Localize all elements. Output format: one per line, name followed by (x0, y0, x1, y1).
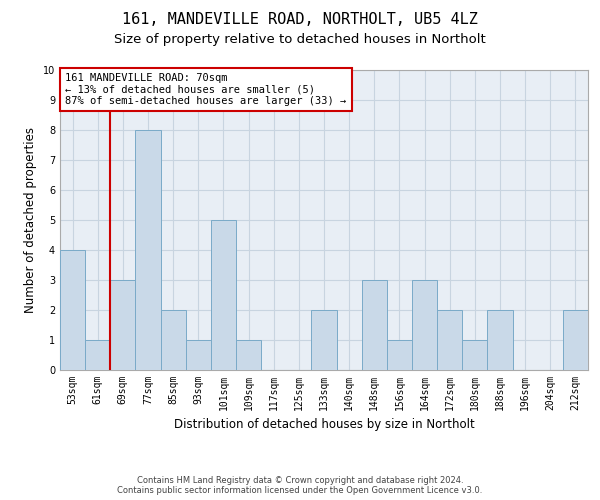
Bar (60, 250, 85, 370)
Bar (236, 340, 261, 370)
Bar (186, 340, 211, 370)
Bar (85, 340, 110, 370)
Text: Size of property relative to detached houses in Northolt: Size of property relative to detached ho… (114, 32, 486, 46)
Bar (462, 340, 487, 370)
Bar (563, 310, 588, 370)
Bar (387, 340, 412, 370)
Bar (211, 220, 236, 370)
Bar (437, 310, 462, 370)
Bar (362, 280, 387, 370)
Bar (311, 310, 337, 370)
Text: 161 MANDEVILLE ROAD: 70sqm
← 13% of detached houses are smaller (5)
87% of semi-: 161 MANDEVILLE ROAD: 70sqm ← 13% of deta… (65, 73, 347, 106)
Bar (136, 130, 161, 370)
Text: 161, MANDEVILLE ROAD, NORTHOLT, UB5 4LZ: 161, MANDEVILLE ROAD, NORTHOLT, UB5 4LZ (122, 12, 478, 28)
Text: Contains HM Land Registry data © Crown copyright and database right 2024.
Contai: Contains HM Land Registry data © Crown c… (118, 476, 482, 495)
Bar (487, 310, 512, 370)
Bar (110, 280, 136, 370)
Bar (412, 280, 437, 370)
X-axis label: Distribution of detached houses by size in Northolt: Distribution of detached houses by size … (173, 418, 475, 432)
Bar (161, 310, 186, 370)
Y-axis label: Number of detached properties: Number of detached properties (25, 127, 37, 313)
